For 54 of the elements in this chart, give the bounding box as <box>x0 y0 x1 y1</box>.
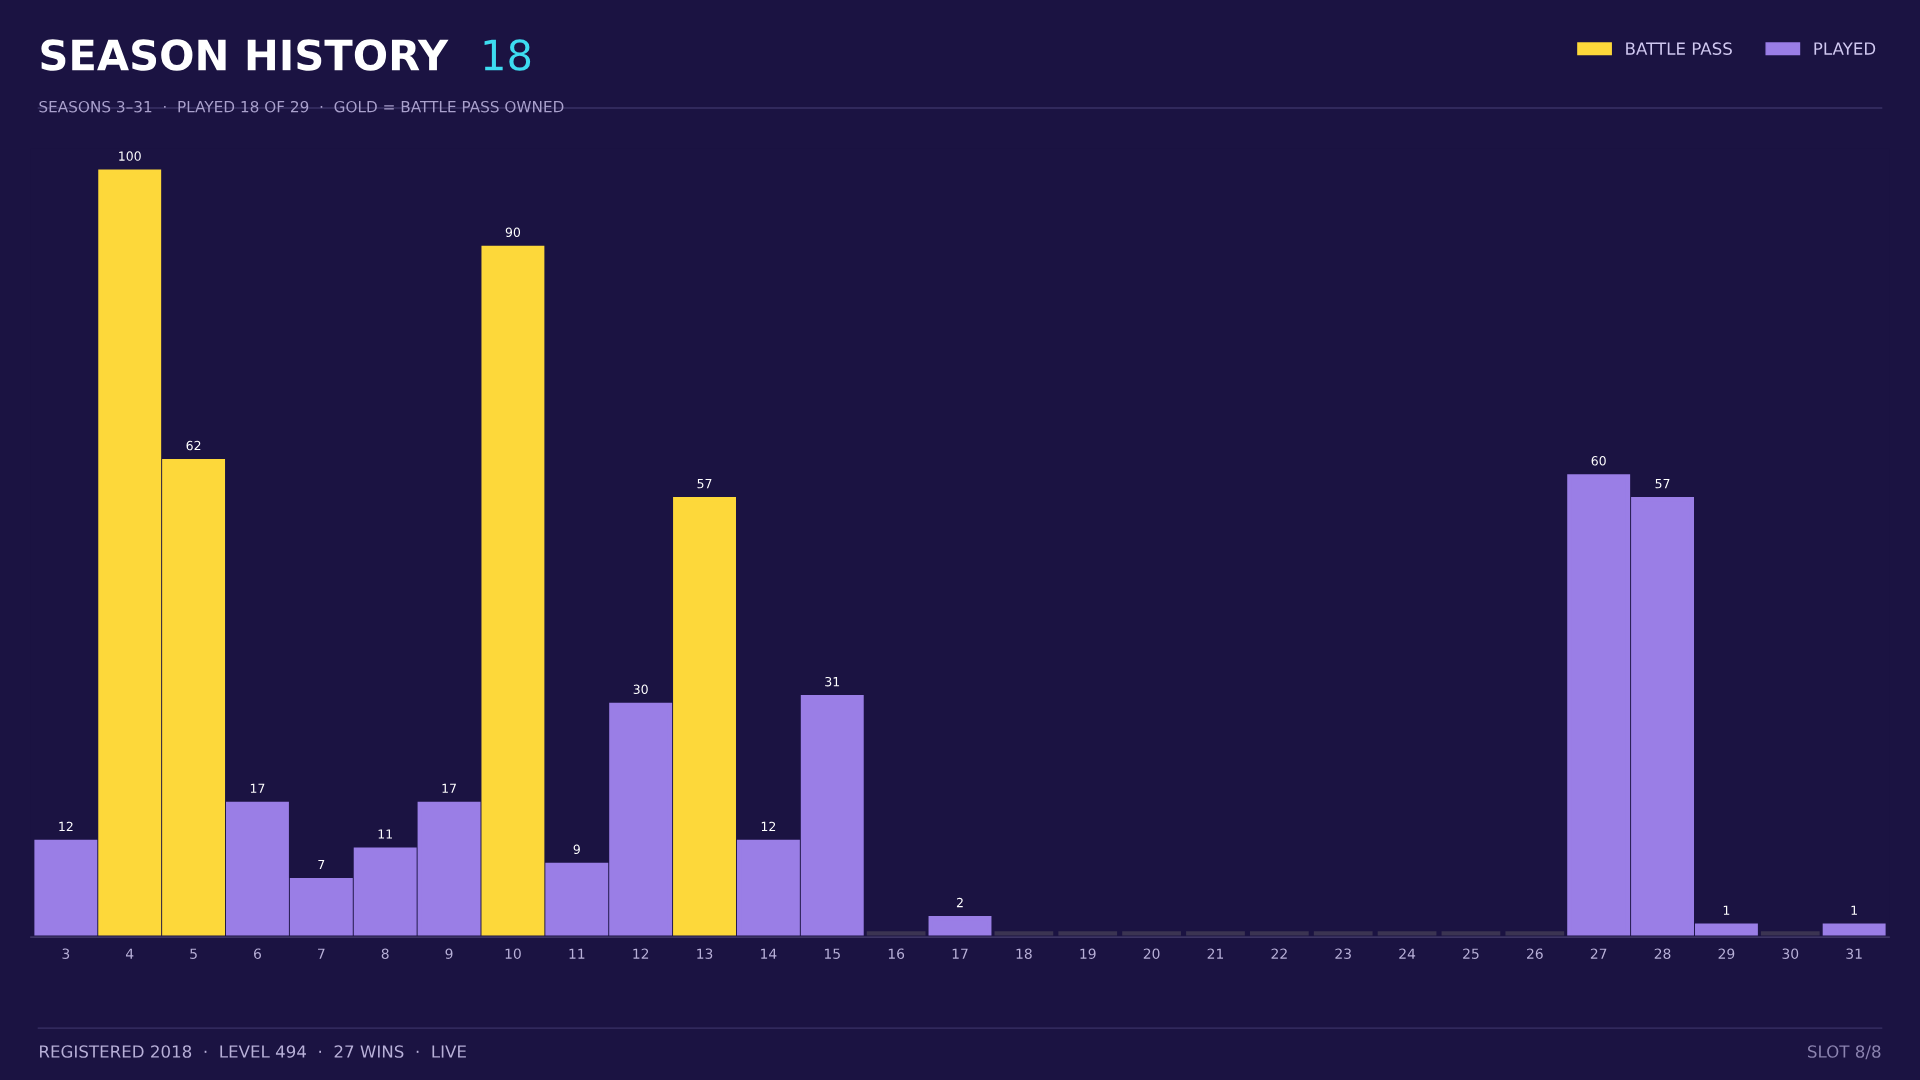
x-tick-label: 30 <box>1782 948 1799 959</box>
data-label: 31 <box>825 676 840 687</box>
data-label: 30 <box>633 684 648 695</box>
x-tick-label: 29 <box>1718 948 1735 959</box>
data-label: 1 <box>1851 905 1857 915</box>
data-label: 57 <box>697 479 712 489</box>
data-label: 9 <box>573 844 580 854</box>
x-tick-label: 14 <box>761 948 777 959</box>
x-tick-label: 7 <box>318 948 325 959</box>
legend-label: PLAYED <box>1814 42 1876 55</box>
x-tick-label: 21 <box>1207 948 1224 959</box>
data-label: 11 <box>378 829 392 839</box>
x-tick-label: 27 <box>1590 948 1607 959</box>
x-tick-label: 4 <box>125 948 134 959</box>
data-label: 62 <box>186 440 201 451</box>
data-label: 2 <box>956 897 963 908</box>
data-label: 90 <box>505 227 521 237</box>
x-tick-label: 5 <box>190 948 197 959</box>
x-tick-label: 22 <box>1271 948 1287 959</box>
x-tick-label: 10 <box>505 948 521 959</box>
x-tick-label: 12 <box>633 948 649 959</box>
x-tick-label: 3 <box>62 948 70 959</box>
x-tick-label: 28 <box>1654 948 1671 959</box>
legend-label: BATTLE PASS <box>1626 42 1732 55</box>
text: REGISTERED 2018 · LEVEL 494 · 27 WINS · LIVE <box>40 1045 466 1058</box>
data-label: 12 <box>59 821 73 831</box>
x-tick-label: 13 <box>697 948 713 959</box>
x-tick-label: 24 <box>1399 948 1416 959</box>
data-label: 17 <box>250 783 265 793</box>
x-tick-label: 6 <box>254 948 261 959</box>
x-tick-label: 9 <box>445 948 453 959</box>
data-label: 17 <box>442 783 456 793</box>
x-tick-label: 17 <box>952 948 968 959</box>
x-tick-label: 31 <box>1846 948 1862 959</box>
x-tick-label: 15 <box>824 948 840 959</box>
x-tick-label: 26 <box>1526 948 1543 959</box>
x-tick-label: 19 <box>1080 948 1096 959</box>
data-label: 100 <box>119 151 141 161</box>
chart-title: SEASON HISTORY <box>41 39 449 71</box>
x-tick-label: 16 <box>888 948 905 959</box>
x-tick-label: 11 <box>569 948 585 959</box>
x-tick-label: 23 <box>1335 948 1351 959</box>
data-label: 7 <box>318 859 325 870</box>
x-tick-label: 8 <box>381 948 389 959</box>
data-label: 12 <box>761 821 776 831</box>
x-tick-label: 25 <box>1463 948 1479 959</box>
x-tick-label: 20 <box>1143 948 1160 959</box>
data-label: 60 <box>1591 456 1606 466</box>
chart-subtitle: SEASONS 3–31 · PLAYED 18 OF 29 · GOLD = BATTLE PASS OWNED <box>39 100 564 113</box>
data-label: 57 <box>1655 479 1670 489</box>
text: 18 <box>484 39 531 71</box>
data-label: 1 <box>1723 905 1730 915</box>
x-tick-label: 18 <box>1016 948 1032 959</box>
text: SLOT 8/8 <box>1808 1045 1881 1060</box>
